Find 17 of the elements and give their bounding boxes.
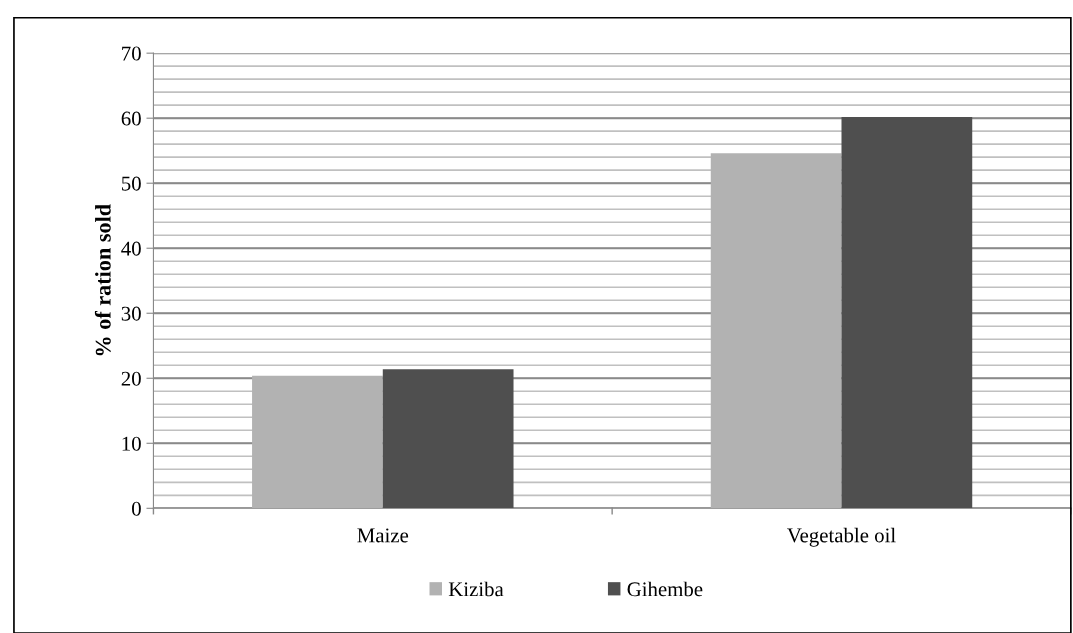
y-tick-label: 40 [121, 241, 141, 256]
y-tick-label: 70 [122, 46, 141, 61]
x-tick-label: Vegetable oil [787, 527, 896, 547]
y-tick-label: 30 [121, 306, 141, 321]
x-tick-label: Maize [357, 528, 409, 543]
legend-label: Gihembe [627, 581, 703, 597]
y-tick-label: 60 [121, 111, 141, 126]
bar [710, 153, 842, 509]
legend-label: Kiziba [448, 581, 504, 597]
bar [252, 375, 383, 509]
y-tick-label: 50 [122, 176, 141, 191]
bar [841, 116, 973, 509]
bar [382, 369, 514, 509]
y-axis-title: % of ration sold [94, 204, 111, 356]
y-tick-label: 0 [132, 501, 141, 516]
y-tick-label: 10 [122, 436, 141, 451]
y-tick-label: 20 [121, 371, 141, 386]
